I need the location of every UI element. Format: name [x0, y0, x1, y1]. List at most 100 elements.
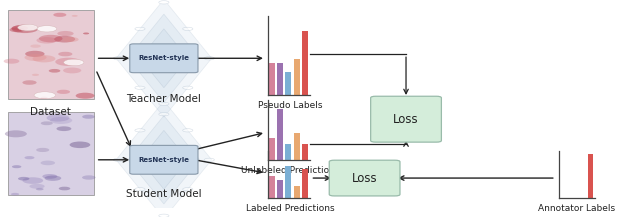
Bar — [8, 112, 94, 195]
Circle shape — [12, 25, 38, 33]
Circle shape — [58, 31, 74, 36]
Circle shape — [24, 54, 47, 61]
Circle shape — [70, 141, 90, 148]
Bar — [285, 144, 291, 160]
Circle shape — [36, 148, 49, 152]
Circle shape — [113, 158, 124, 161]
Polygon shape — [140, 29, 188, 88]
Bar — [294, 186, 300, 198]
Bar — [302, 169, 308, 198]
FancyBboxPatch shape — [130, 145, 198, 174]
Circle shape — [18, 177, 29, 181]
Circle shape — [56, 126, 72, 131]
Circle shape — [47, 114, 69, 122]
Circle shape — [135, 27, 145, 30]
Circle shape — [36, 188, 44, 190]
Circle shape — [42, 174, 58, 179]
Bar — [302, 31, 308, 95]
Text: Unlabeled Predictions: Unlabeled Predictions — [241, 166, 339, 175]
Bar — [294, 59, 300, 95]
Polygon shape — [116, 0, 212, 117]
Circle shape — [135, 86, 145, 89]
Circle shape — [22, 80, 36, 85]
Text: ResNet-style: ResNet-style — [138, 55, 189, 61]
Circle shape — [18, 24, 38, 31]
Circle shape — [82, 115, 95, 119]
Circle shape — [159, 1, 169, 4]
Circle shape — [53, 13, 67, 17]
Bar — [8, 10, 94, 99]
Circle shape — [12, 165, 21, 168]
Bar — [269, 176, 275, 198]
Circle shape — [10, 27, 24, 32]
Circle shape — [76, 93, 95, 99]
Circle shape — [135, 129, 145, 132]
Circle shape — [24, 156, 35, 159]
Circle shape — [58, 52, 72, 56]
Circle shape — [39, 35, 63, 42]
Bar — [302, 144, 308, 160]
Circle shape — [159, 214, 169, 217]
Text: ResNet-style: ResNet-style — [138, 157, 189, 163]
Circle shape — [55, 58, 81, 66]
Circle shape — [83, 33, 89, 35]
Text: Pseudo Labels: Pseudo Labels — [258, 101, 323, 110]
Circle shape — [57, 90, 70, 94]
Circle shape — [54, 36, 75, 43]
Circle shape — [25, 51, 45, 57]
Circle shape — [159, 102, 169, 105]
Bar — [277, 63, 283, 95]
Text: Annotator Labels: Annotator Labels — [538, 204, 616, 213]
Circle shape — [159, 113, 169, 116]
Circle shape — [5, 130, 27, 137]
Circle shape — [33, 55, 56, 62]
Circle shape — [11, 193, 19, 196]
Circle shape — [182, 86, 193, 89]
Circle shape — [4, 59, 19, 64]
Circle shape — [12, 25, 28, 31]
Bar — [269, 63, 275, 95]
Polygon shape — [128, 116, 200, 204]
Circle shape — [182, 188, 193, 191]
Text: Labeled Predictions: Labeled Predictions — [246, 204, 334, 213]
Circle shape — [30, 44, 41, 48]
Bar — [277, 180, 283, 198]
Circle shape — [72, 15, 77, 17]
Bar — [277, 109, 283, 160]
Text: Teacher Model: Teacher Model — [127, 94, 202, 104]
Circle shape — [22, 177, 43, 184]
FancyBboxPatch shape — [371, 96, 442, 142]
Circle shape — [204, 57, 214, 60]
Circle shape — [29, 184, 45, 189]
Circle shape — [41, 121, 52, 125]
Polygon shape — [116, 101, 212, 217]
Polygon shape — [140, 130, 188, 189]
Circle shape — [50, 117, 72, 124]
Circle shape — [63, 59, 84, 66]
FancyBboxPatch shape — [329, 160, 400, 196]
Text: Dataset: Dataset — [30, 107, 71, 117]
Circle shape — [40, 97, 47, 99]
Circle shape — [82, 175, 95, 180]
Bar — [294, 133, 300, 160]
Circle shape — [63, 67, 81, 73]
Circle shape — [40, 161, 55, 165]
Circle shape — [182, 27, 193, 30]
Circle shape — [204, 158, 214, 161]
Bar — [285, 72, 291, 95]
Bar — [285, 166, 291, 198]
Text: Student Model: Student Model — [126, 189, 202, 199]
Circle shape — [32, 74, 39, 76]
Circle shape — [36, 37, 57, 44]
Circle shape — [63, 37, 79, 42]
Circle shape — [113, 57, 124, 60]
Bar — [588, 154, 593, 198]
FancyBboxPatch shape — [130, 44, 198, 73]
Circle shape — [135, 188, 145, 191]
Circle shape — [37, 26, 57, 32]
Text: Loss: Loss — [393, 113, 419, 126]
Circle shape — [45, 176, 61, 181]
Text: Loss: Loss — [352, 172, 378, 185]
Circle shape — [34, 92, 56, 99]
Polygon shape — [128, 14, 200, 102]
